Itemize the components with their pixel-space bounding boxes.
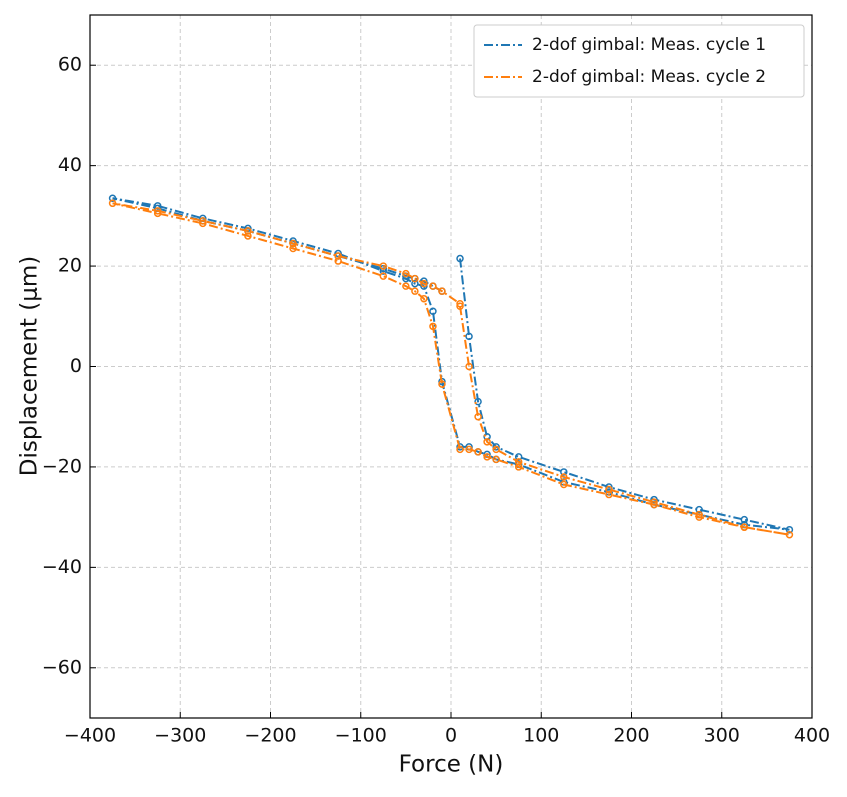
data-point xyxy=(153,207,162,215)
x-tick-label: 200 xyxy=(613,725,649,747)
data-point xyxy=(402,282,410,290)
data-point xyxy=(465,445,473,454)
data-point xyxy=(402,269,410,278)
data-point xyxy=(650,495,658,504)
data-point xyxy=(474,448,482,456)
data-point xyxy=(456,299,464,308)
y-tick-label: 20 xyxy=(58,255,82,277)
legend-label: 2-dof gimbal: Meas. cycle 2 xyxy=(532,67,766,87)
data-point xyxy=(438,380,446,388)
data-point xyxy=(695,505,703,514)
y-tick-label: −20 xyxy=(42,455,82,477)
data-point xyxy=(695,510,703,519)
data-point xyxy=(514,463,523,471)
legend-label: 2-dof gimbal: Meas. cycle 1 xyxy=(532,35,766,55)
y-tick-label: −60 xyxy=(42,656,82,678)
data-point xyxy=(560,480,568,489)
data-point xyxy=(244,227,252,235)
data-point xyxy=(379,272,388,280)
legend-box xyxy=(473,24,805,98)
data-point xyxy=(456,443,464,451)
data-point xyxy=(465,362,473,371)
x-tick-label: −400 xyxy=(64,725,116,747)
x-tick-label: 300 xyxy=(704,725,740,747)
data-point xyxy=(560,473,568,481)
data-point xyxy=(244,232,252,240)
data-point xyxy=(483,453,491,461)
data-point xyxy=(411,279,419,288)
x-tick-label: −100 xyxy=(335,725,387,747)
data-point xyxy=(289,244,297,253)
data-point xyxy=(456,254,464,263)
data-point xyxy=(785,525,794,534)
data-point xyxy=(695,513,703,521)
data-point xyxy=(420,279,428,288)
data-point xyxy=(438,287,446,295)
data-point xyxy=(289,239,297,248)
data-point xyxy=(334,257,342,265)
data-point xyxy=(474,412,482,421)
data-point xyxy=(560,468,568,476)
x-tick-label: −200 xyxy=(244,725,296,747)
data-point xyxy=(108,199,117,208)
data-point xyxy=(605,485,613,494)
data-point xyxy=(420,294,428,303)
data-point xyxy=(605,483,613,491)
data-point xyxy=(492,445,500,454)
x-tick-label: 400 xyxy=(794,725,830,747)
data-point xyxy=(429,307,437,316)
x-axis-label: Force (N) xyxy=(399,752,504,778)
data-point xyxy=(605,490,613,499)
x-tick-label: 0 xyxy=(445,725,457,747)
data-point xyxy=(492,455,500,464)
data-point xyxy=(429,282,437,290)
data-point xyxy=(483,438,491,446)
data-point xyxy=(379,267,388,275)
data-point xyxy=(334,252,342,260)
data-point xyxy=(199,219,207,228)
series-line xyxy=(112,202,790,536)
data-point xyxy=(456,445,464,454)
plot-frame xyxy=(89,14,813,719)
data-point xyxy=(492,443,500,451)
x-tick-label: −300 xyxy=(154,725,206,747)
data-point xyxy=(650,498,658,506)
data-point xyxy=(429,322,437,331)
data-point xyxy=(153,202,162,210)
data-point xyxy=(108,194,117,203)
y-tick-label: 0 xyxy=(70,355,82,377)
data-point xyxy=(650,500,658,509)
data-point xyxy=(514,458,523,466)
data-point xyxy=(379,262,388,270)
data-point xyxy=(514,453,523,461)
y-tick-label: 40 xyxy=(58,154,82,176)
data-point xyxy=(474,397,482,406)
y-tick-label: 60 xyxy=(58,54,82,76)
data-point xyxy=(199,217,207,225)
data-point xyxy=(465,332,473,341)
y-tick-label: −40 xyxy=(42,556,82,578)
data-point xyxy=(402,274,410,283)
data-point xyxy=(740,515,749,524)
data-point xyxy=(785,530,794,539)
data-point xyxy=(411,287,419,295)
data-point xyxy=(740,523,749,531)
data-point xyxy=(153,209,162,218)
y-axis-label: Displacement (μm) xyxy=(17,256,43,476)
x-tick-label: 100 xyxy=(523,725,559,747)
data-point xyxy=(456,302,464,310)
data-point xyxy=(411,274,419,283)
